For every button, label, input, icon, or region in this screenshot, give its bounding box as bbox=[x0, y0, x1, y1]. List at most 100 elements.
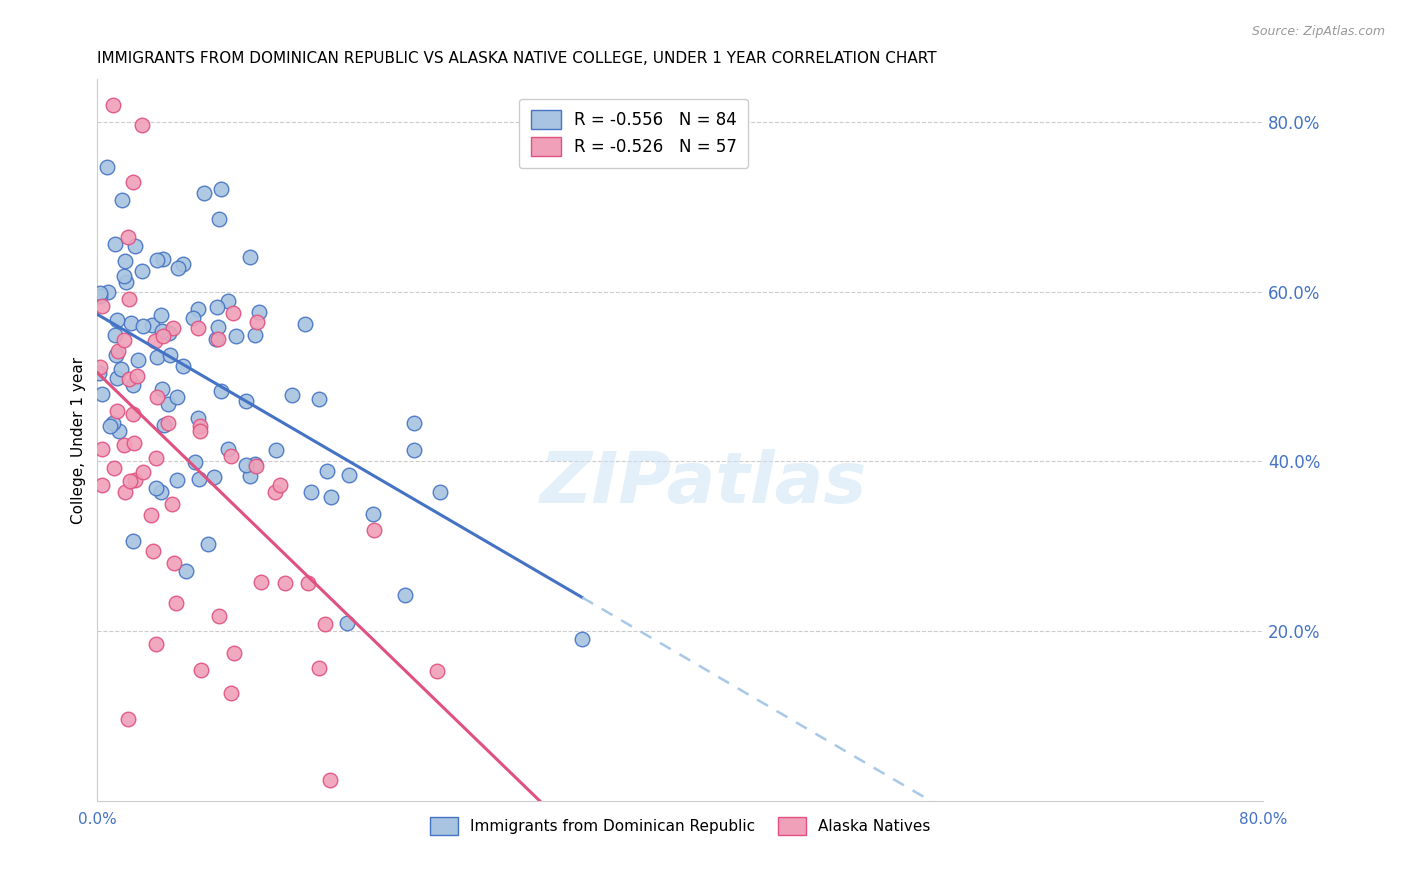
Point bbox=[131, 264, 153, 278]
Point bbox=[308, 392, 330, 407]
Point bbox=[146, 252, 169, 267]
Point bbox=[225, 329, 247, 343]
Point bbox=[222, 306, 245, 320]
Point bbox=[165, 596, 187, 610]
Point bbox=[131, 118, 153, 132]
Point bbox=[118, 372, 141, 386]
Point bbox=[104, 327, 127, 342]
Point bbox=[117, 230, 139, 244]
Point bbox=[187, 301, 209, 316]
Point bbox=[122, 533, 145, 548]
Point bbox=[246, 315, 269, 329]
Point bbox=[217, 293, 239, 308]
Legend: Immigrants from Dominican Republic, Alaska Natives: Immigrants from Dominican Republic, Alas… bbox=[422, 808, 939, 844]
Point bbox=[363, 523, 385, 537]
Point bbox=[204, 470, 226, 484]
Point bbox=[247, 305, 270, 319]
Point bbox=[142, 544, 165, 558]
Point bbox=[336, 615, 359, 630]
Point bbox=[107, 403, 129, 417]
Point bbox=[110, 194, 132, 208]
Point bbox=[402, 417, 425, 431]
Point bbox=[188, 424, 211, 438]
Point bbox=[209, 182, 232, 196]
Point bbox=[426, 664, 449, 678]
Text: ZIPatlas: ZIPatlas bbox=[540, 449, 868, 518]
Point bbox=[184, 455, 207, 469]
Point bbox=[91, 387, 114, 401]
Point bbox=[243, 457, 266, 471]
Point bbox=[90, 478, 112, 492]
Point bbox=[114, 254, 136, 268]
Point bbox=[181, 310, 204, 325]
Point bbox=[125, 368, 148, 383]
Point bbox=[207, 332, 229, 346]
Point bbox=[146, 350, 169, 364]
Point bbox=[160, 497, 183, 511]
Point bbox=[91, 299, 114, 313]
Point bbox=[308, 660, 330, 674]
Point bbox=[112, 438, 135, 452]
Point bbox=[118, 292, 141, 306]
Point bbox=[141, 318, 163, 332]
Y-axis label: College, Under 1 year: College, Under 1 year bbox=[72, 357, 86, 524]
Point bbox=[132, 465, 155, 479]
Point bbox=[219, 686, 242, 700]
Point bbox=[190, 663, 212, 677]
Point bbox=[157, 397, 180, 411]
Point bbox=[104, 348, 127, 362]
Point bbox=[319, 490, 342, 504]
Point bbox=[337, 467, 360, 482]
Point bbox=[117, 713, 139, 727]
Point bbox=[114, 275, 136, 289]
Point bbox=[121, 175, 143, 189]
Point bbox=[208, 212, 231, 227]
Point bbox=[361, 507, 384, 521]
Point bbox=[294, 317, 316, 331]
Point bbox=[150, 308, 173, 322]
Point bbox=[167, 261, 190, 276]
Point bbox=[156, 416, 179, 430]
Point bbox=[172, 359, 194, 373]
Point bbox=[314, 616, 336, 631]
Point bbox=[89, 289, 111, 303]
Point bbox=[239, 468, 262, 483]
Point bbox=[235, 394, 257, 409]
Point bbox=[250, 574, 273, 589]
Point bbox=[127, 353, 149, 368]
Point bbox=[150, 382, 173, 396]
Point bbox=[145, 481, 167, 495]
Point bbox=[132, 318, 155, 333]
Point bbox=[235, 458, 257, 472]
Point bbox=[124, 239, 146, 253]
Point bbox=[139, 508, 162, 523]
Point bbox=[87, 366, 110, 380]
Point bbox=[319, 773, 342, 788]
Point bbox=[571, 632, 593, 646]
Point bbox=[207, 320, 229, 334]
Point bbox=[315, 464, 337, 478]
Point bbox=[281, 388, 304, 402]
Point bbox=[145, 451, 167, 466]
Point bbox=[91, 442, 114, 456]
Point bbox=[159, 348, 181, 362]
Point bbox=[188, 418, 211, 433]
Point bbox=[114, 485, 136, 500]
Point bbox=[122, 435, 145, 450]
Point bbox=[205, 300, 228, 314]
Point bbox=[124, 474, 146, 488]
Point bbox=[222, 646, 245, 660]
Point bbox=[187, 472, 209, 486]
Point bbox=[264, 442, 287, 457]
Point bbox=[150, 484, 173, 499]
Point bbox=[166, 474, 188, 488]
Point bbox=[245, 458, 267, 473]
Point bbox=[163, 556, 186, 570]
Point bbox=[103, 460, 125, 475]
Point bbox=[187, 411, 209, 425]
Point bbox=[239, 250, 262, 264]
Point bbox=[217, 442, 239, 457]
Point bbox=[146, 390, 169, 404]
Point bbox=[269, 477, 291, 491]
Point bbox=[105, 313, 128, 327]
